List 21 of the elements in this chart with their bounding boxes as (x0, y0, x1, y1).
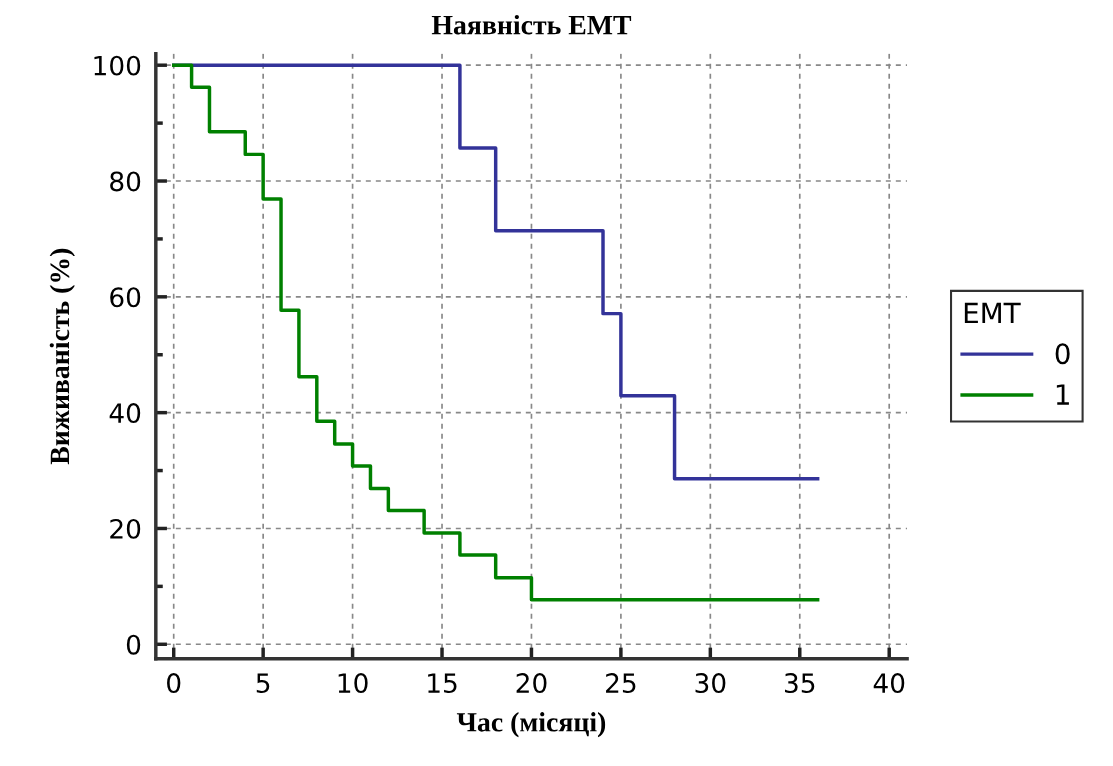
x-axis-title: Час (місяці) (456, 712, 606, 738)
y-axis-title: Виживаність (%) (49, 248, 75, 465)
y-tick-label: 40 (109, 403, 141, 424)
chart-title: Наявність ЕМТ (431, 14, 632, 35)
x-tick-label: 25 (606, 673, 636, 694)
y-tick-label: 60 (110, 287, 141, 308)
legend-title: EMT (964, 302, 1021, 324)
x-tick-label: 20 (516, 673, 547, 694)
x-tick-label: 15 (428, 673, 457, 694)
x-tick-label: 30 (695, 673, 726, 694)
y-tick-label: 100 (94, 55, 141, 76)
x-tick-label: 10 (338, 673, 368, 694)
y-tick-label: 80 (110, 171, 141, 192)
x-tick-label: 5 (256, 673, 270, 694)
x-tick-label: 0 (167, 673, 181, 694)
y-tick-label: 20 (110, 518, 141, 539)
legend-label: 1 (1056, 384, 1069, 405)
legend-label: 0 (1055, 343, 1070, 365)
x-tick-label: 40 (873, 673, 905, 694)
x-tick-label: 35 (784, 673, 815, 694)
y-tick-label: 0 (126, 634, 141, 655)
